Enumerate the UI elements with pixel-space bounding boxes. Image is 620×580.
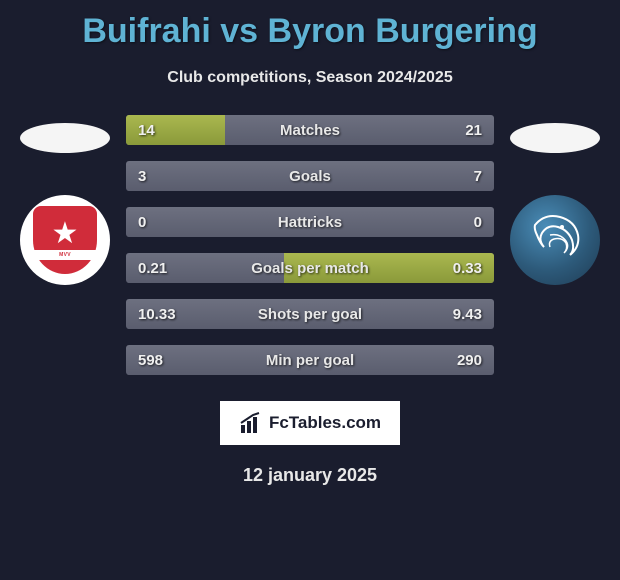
brand-badge: FcTables.com bbox=[220, 401, 400, 445]
stat-value-right: 0 bbox=[474, 207, 482, 237]
comparison-row: ★ MVV 14Matches21 3Goals7 0Hattricks0 0.21G… bbox=[0, 115, 620, 391]
right-player-avatar bbox=[510, 123, 600, 153]
right-club-badge bbox=[510, 195, 600, 285]
stat-bar: 598Min per goal290 bbox=[126, 345, 494, 375]
stats-bars: 14Matches21 3Goals7 0Hattricks0 0.21Goals p… bbox=[120, 115, 500, 391]
footer-date: 12 january 2025 bbox=[0, 465, 620, 486]
dragon-icon bbox=[520, 205, 590, 275]
stat-label: Matches bbox=[126, 115, 494, 145]
left-club-shield: ★ MVV bbox=[33, 206, 97, 274]
stat-label: Goals bbox=[126, 161, 494, 191]
stat-bar: 0Hattricks0 bbox=[126, 207, 494, 237]
star-icon: ★ bbox=[52, 216, 79, 251]
right-player-col bbox=[500, 115, 610, 285]
stat-value-right: 0.33 bbox=[453, 253, 482, 283]
page-subtitle: Club competitions, Season 2024/2025 bbox=[0, 69, 620, 87]
stat-label: Hattricks bbox=[126, 207, 494, 237]
stat-value-right: 21 bbox=[465, 115, 482, 145]
stat-label: Shots per goal bbox=[126, 299, 494, 329]
stat-label: Min per goal bbox=[126, 345, 494, 375]
brand-text: FcTables.com bbox=[269, 413, 381, 433]
left-player-col: ★ MVV bbox=[10, 115, 120, 285]
stat-label: Goals per match bbox=[126, 253, 494, 283]
left-player-avatar bbox=[20, 123, 110, 153]
left-club-badge: ★ MVV bbox=[20, 195, 110, 285]
stat-bar: 10.33Shots per goal9.43 bbox=[126, 299, 494, 329]
left-club-abbr: MVV bbox=[59, 252, 71, 258]
stat-bar: 14Matches21 bbox=[126, 115, 494, 145]
left-club-text: MVV bbox=[33, 250, 97, 260]
chart-icon bbox=[239, 411, 263, 435]
stat-value-right: 7 bbox=[474, 161, 482, 191]
stat-bar: 0.21Goals per match0.33 bbox=[126, 253, 494, 283]
page-title: Buifrahi vs Byron Burgering bbox=[0, 0, 620, 51]
stat-value-right: 9.43 bbox=[453, 299, 482, 329]
stat-value-right: 290 bbox=[457, 345, 482, 375]
stat-bar: 3Goals7 bbox=[126, 161, 494, 191]
